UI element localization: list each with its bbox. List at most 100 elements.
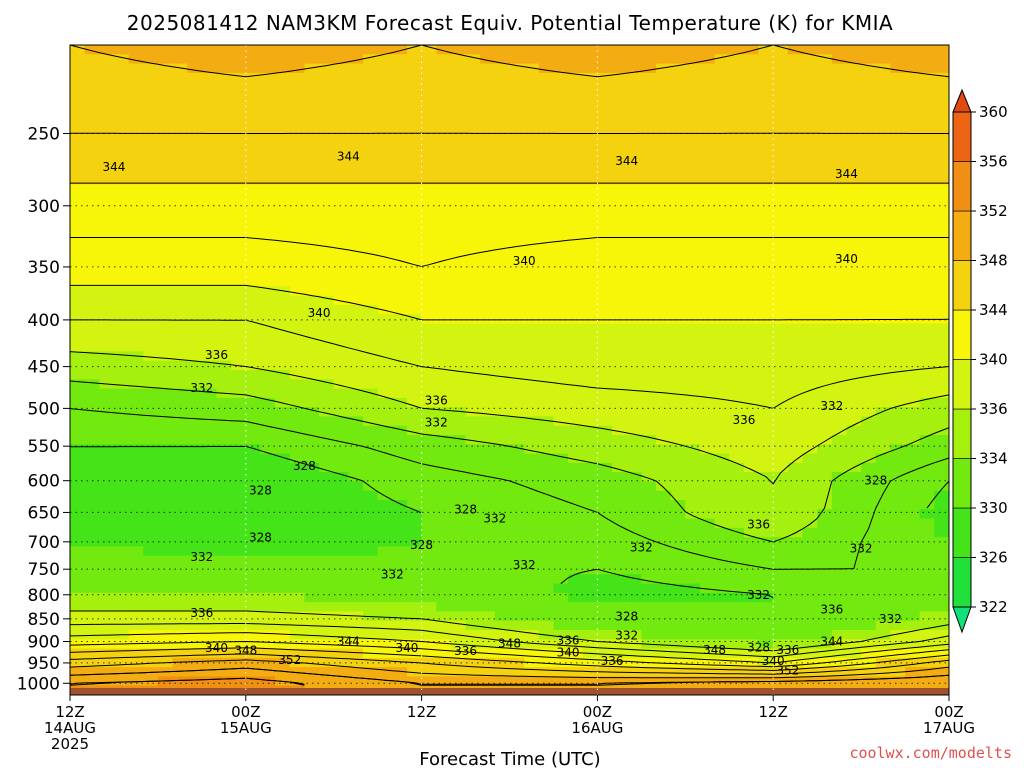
field-cell [758, 295, 774, 306]
field-cell [70, 555, 86, 566]
field-cell [919, 295, 935, 306]
field-cell [729, 240, 745, 250]
field-cell [612, 397, 628, 408]
field-cell [480, 490, 496, 501]
field-cell [494, 407, 511, 418]
field-cell [802, 156, 818, 167]
field-cell [670, 258, 686, 269]
field-cell [773, 63, 789, 74]
contour-label: 352 [776, 663, 799, 677]
field-cell [128, 518, 144, 529]
field-cell [231, 620, 247, 631]
field-cell [450, 648, 467, 659]
field-cell [70, 565, 86, 575]
field-cell [612, 611, 628, 622]
field-cell [128, 314, 144, 325]
field-cell [157, 630, 174, 640]
field-cell [304, 351, 320, 362]
field-cell [802, 193, 818, 204]
field-cell [934, 407, 949, 418]
field-cell [509, 648, 525, 659]
field-cell [494, 360, 511, 371]
field-cell [421, 481, 437, 492]
field-cell [553, 193, 569, 204]
field-cell [231, 295, 247, 306]
field-cell [597, 230, 613, 241]
field-cell [172, 509, 188, 520]
field-cell [143, 397, 159, 408]
field-cell [84, 416, 100, 427]
field-cell [729, 119, 745, 130]
field-cell [99, 72, 115, 83]
field-cell [245, 258, 262, 269]
field-cell [802, 370, 818, 380]
field-cell [685, 147, 701, 158]
field-cell [231, 425, 247, 436]
field-cell [568, 165, 584, 176]
field-cell [787, 453, 804, 464]
field-cell [787, 137, 804, 148]
field-cell [934, 147, 949, 158]
field-cell [553, 518, 569, 529]
field-cell [157, 267, 174, 278]
field-cell [84, 277, 100, 288]
field-cell [377, 602, 393, 613]
field-cell [172, 565, 188, 575]
field-cell [787, 267, 804, 278]
field-cell [582, 100, 598, 111]
field-cell [743, 500, 760, 510]
field-cell [509, 351, 525, 362]
field-cell [905, 100, 921, 111]
field-cell [729, 221, 745, 232]
field-cell [275, 583, 291, 594]
field-cell [861, 592, 877, 603]
field-cell [743, 667, 760, 678]
field-cell [289, 91, 305, 102]
field-cell [524, 425, 540, 436]
field-cell [84, 602, 100, 613]
field-cell [934, 184, 949, 195]
field-cell [392, 509, 408, 520]
field-cell [729, 518, 745, 529]
field-cell [743, 184, 760, 195]
field-cell [392, 639, 408, 650]
field-cell [568, 537, 584, 548]
field-cell [143, 630, 159, 640]
field-cell [743, 221, 760, 232]
field-cell [494, 630, 511, 640]
field-cell [802, 602, 818, 613]
field-cell [319, 676, 335, 687]
field-cell [699, 277, 716, 288]
field-cell [143, 611, 159, 622]
field-cell [436, 667, 452, 678]
field-cell [494, 546, 511, 557]
field-cell [421, 472, 437, 483]
field-cell [84, 453, 100, 464]
field-cell [861, 546, 877, 557]
field-cell [597, 110, 613, 120]
field-cell [743, 54, 760, 65]
field-cell [743, 202, 760, 213]
field-cell [113, 416, 130, 427]
contour-label: 336 [557, 634, 580, 648]
field-cell [260, 574, 276, 585]
field-cell [143, 453, 159, 464]
field-cell [831, 565, 848, 575]
field-cell [480, 667, 496, 678]
field-cell [245, 332, 262, 343]
field-cell [553, 583, 569, 594]
field-cell [275, 481, 291, 492]
field-cell [714, 370, 730, 380]
field-cell [861, 72, 877, 83]
colorbar-band [952, 111, 972, 162]
field-cell [187, 527, 203, 538]
field-cell [626, 156, 642, 167]
field-cell [113, 370, 130, 380]
field-cell [861, 202, 877, 213]
field-cell [861, 379, 877, 390]
field-cell [568, 527, 584, 538]
field-cell [831, 351, 848, 362]
field-cell [538, 332, 555, 343]
field-cell [846, 407, 862, 418]
